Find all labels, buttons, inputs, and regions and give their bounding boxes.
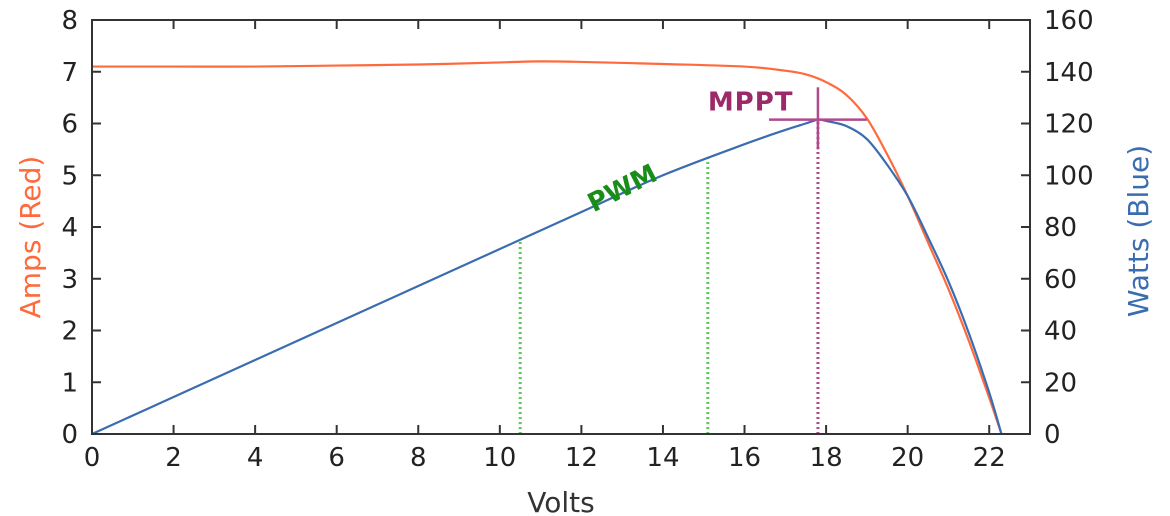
y-left-tick-label: 5 [61,161,78,191]
y-left-tick-label: 7 [61,58,78,88]
x-tick-label: 16 [728,443,761,473]
y-left-tick-label: 2 [61,317,78,347]
plot-frame [91,19,1031,435]
y-right-tick-labels: 0 20 40 60 80 100 120 140 160 [1044,6,1094,450]
x-tick-label: 20 [891,443,924,473]
y-left-tick-label: 6 [61,110,78,140]
x-axis-title: Volts [527,486,594,516]
y-left-tick-labels: 0 1 2 3 4 5 6 7 8 [61,6,78,450]
y-right-tick-label: 0 [1044,420,1061,450]
x-tick-label: 22 [973,443,1006,473]
y-right-tick-label: 120 [1044,110,1094,140]
x-tick-label: 2 [165,443,182,473]
x-tick-label: 6 [328,443,345,473]
y-left-tick-label: 0 [61,420,78,450]
mppt-annotation: MPPT [708,88,794,118]
x-tick-label: 18 [810,443,843,473]
x-tick-label: 14 [646,443,679,473]
x-tick-label: 0 [84,443,101,473]
guide-lines [518,119,820,434]
x-tick-label: 8 [410,443,427,473]
series-layer [91,60,1003,436]
y-right-axis-title: Watts (Blue) [1122,145,1155,317]
x-tick-label: 10 [483,443,516,473]
x-tick-labels: 0 2 4 6 8 10 12 14 16 18 20 22 [84,443,1006,473]
mppt-marker [768,87,867,150]
x-tick-label: 12 [565,443,598,473]
y-right-tick-label: 20 [1044,368,1077,398]
y-left-tick-label: 3 [61,265,78,295]
y-left-tick-label: 4 [61,213,78,243]
y-right-tick-label: 140 [1044,58,1094,88]
watts-series-line [91,118,1003,436]
amps-series-line [92,60,1003,435]
y-right-tick-label: 80 [1044,213,1077,243]
y-right-tick-label: 100 [1044,161,1094,191]
y-left-axis-title: Amps (Red) [14,156,47,319]
y-right-tick-label: 160 [1044,6,1094,36]
y-right-tick-label: 60 [1044,265,1077,295]
pwm-annotation: PWM [583,159,662,219]
y-left-tick-label: 1 [61,368,78,398]
tick-marks [91,19,1030,435]
y-left-tick-label: 8 [61,6,78,36]
y-right-tick-label: 40 [1044,317,1077,347]
x-tick-label: 4 [247,443,264,473]
